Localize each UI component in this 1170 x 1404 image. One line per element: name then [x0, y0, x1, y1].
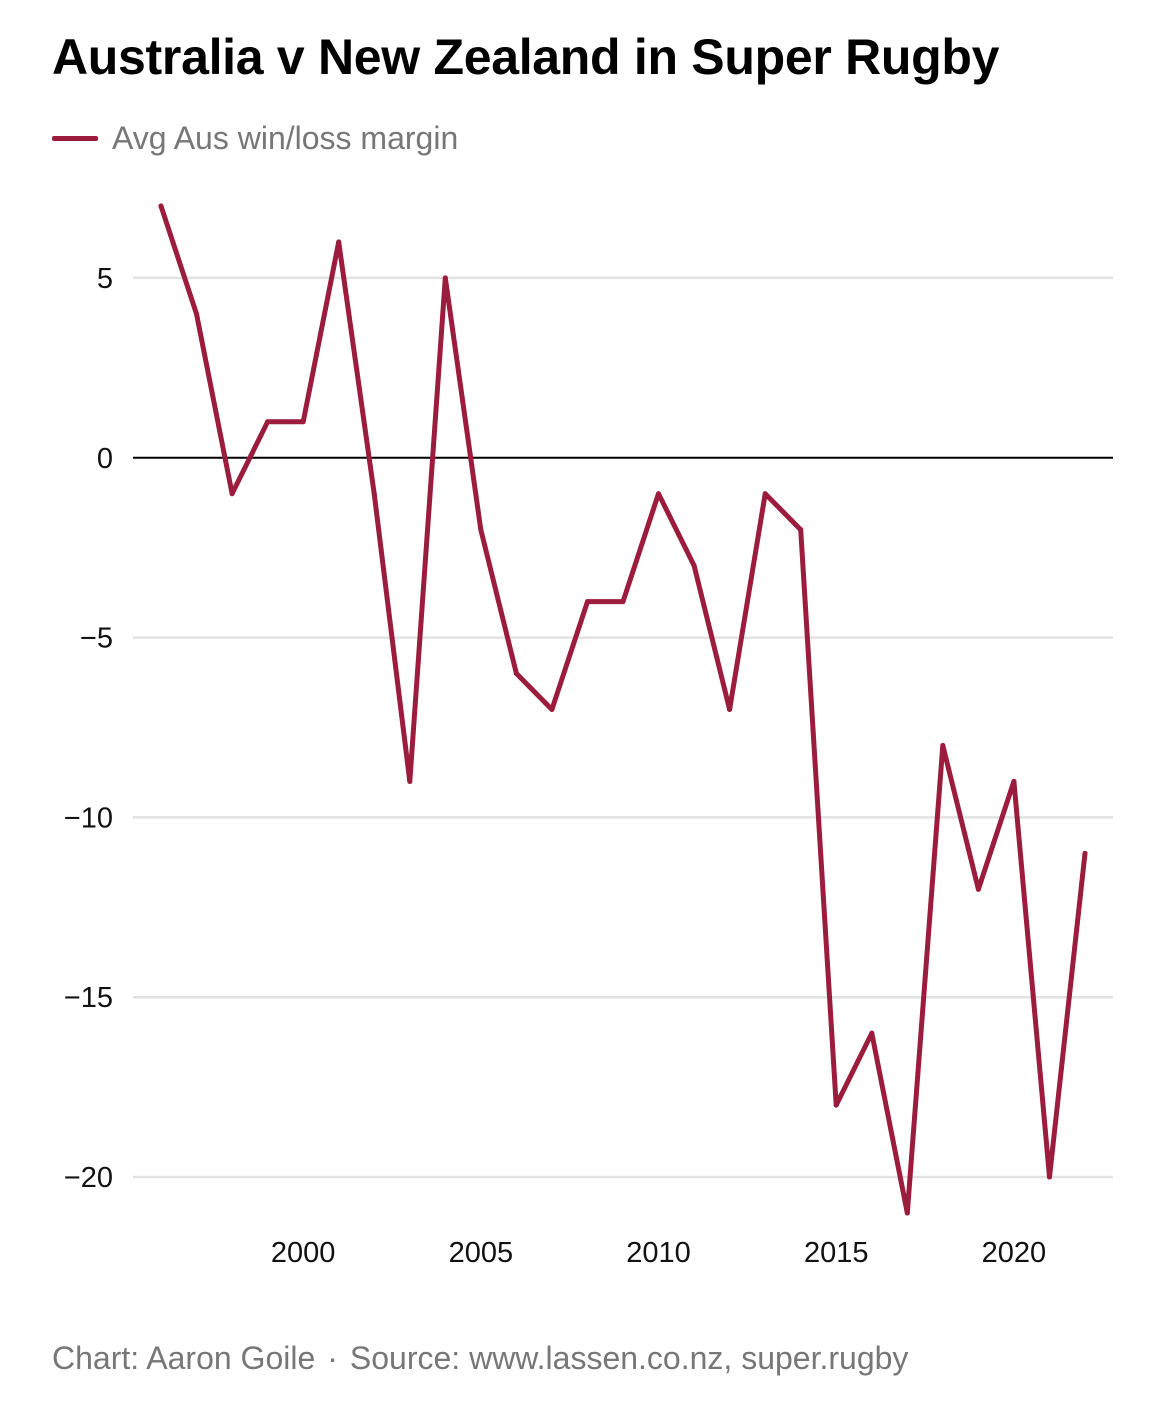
data-point: [1046, 1174, 1052, 1180]
data-point: [513, 671, 519, 677]
data-point: [727, 707, 733, 712]
y-tick-label: −5: [80, 623, 113, 655]
data-point: [194, 311, 200, 317]
data-point: [904, 1210, 910, 1216]
gridlines: [133, 276, 1113, 1179]
footer-credit: Chart: Aaron Goile: [52, 1340, 316, 1376]
x-tick-label: 2020: [982, 1237, 1047, 1269]
x-tick-label: 2015: [804, 1237, 869, 1269]
footer-separator: ·: [327, 1340, 338, 1376]
x-tick-label: 2000: [271, 1237, 336, 1269]
x-axis-ticks: 2000 2005 2010 2015 2020: [271, 1237, 1046, 1269]
footer: Chart: Aaron Goile · Source: www.lassen.co…: [52, 1340, 908, 1377]
data-point: [1082, 850, 1088, 856]
data-point: [158, 203, 164, 209]
data-point: [1011, 778, 1017, 784]
data-point: [691, 563, 697, 569]
data-point: [265, 419, 271, 425]
data-point: [229, 491, 235, 497]
line-chart: 5 0 −5 −10 −15 −20 2000 2005 2010 2015 2020: [64, 203, 1113, 1269]
legend: Avg Aus win/loss margin: [52, 118, 458, 158]
data-point: [336, 239, 342, 245]
legend-label: Avg Aus win/loss margin: [112, 119, 459, 156]
y-tick-label: 5: [97, 263, 113, 295]
y-tick-label: −15: [64, 982, 113, 1014]
data-point: [869, 1030, 875, 1036]
data-point: [549, 707, 555, 712]
data-point: [620, 599, 626, 605]
data-point: [478, 527, 484, 533]
series-layer: [158, 203, 1088, 1216]
data-point: [975, 886, 981, 892]
data-point: [798, 527, 804, 533]
y-tick-label: −10: [64, 802, 113, 834]
data-point: [940, 742, 946, 748]
series-line: [158, 203, 1088, 1216]
data-point: [300, 419, 306, 425]
x-tick-label: 2005: [449, 1237, 514, 1269]
data-point: [407, 778, 413, 784]
data-point: [762, 491, 768, 497]
y-tick-label: 0: [97, 443, 113, 475]
y-axis-ticks: 5 0 −5 −10 −15 −20: [64, 263, 113, 1194]
data-point: [371, 491, 377, 497]
x-tick-label: 2010: [626, 1237, 691, 1269]
data-point: [584, 599, 590, 605]
footer-source: Source: www.lassen.co.nz, super.rugby: [349, 1340, 909, 1376]
y-tick-label: −20: [64, 1162, 113, 1194]
data-point: [442, 275, 448, 281]
legend-swatch: [52, 135, 98, 141]
data-point: [833, 1102, 839, 1108]
data-point: [656, 491, 662, 497]
chart-title: Australia v New Zealand in Super Rugby: [52, 29, 1000, 85]
